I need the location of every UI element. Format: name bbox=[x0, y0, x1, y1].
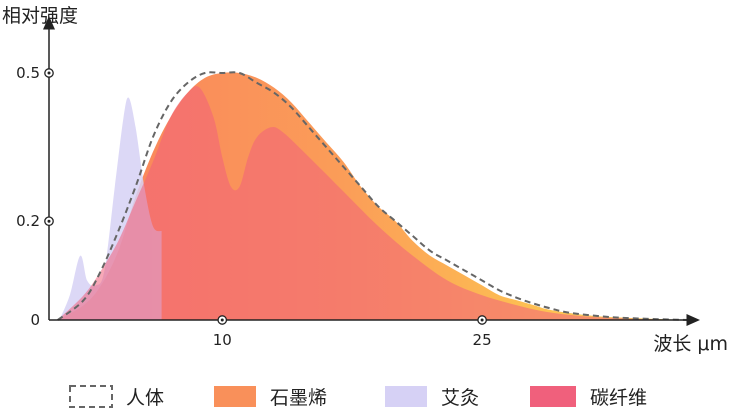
x-tick-dot bbox=[220, 318, 224, 322]
y-tick-dot bbox=[47, 219, 51, 223]
x-axis-title: 波长 μm bbox=[653, 333, 728, 355]
legend-swatch-graphene bbox=[214, 386, 256, 407]
legend-label-carbon: 碳纤维 bbox=[590, 387, 647, 408]
y-tick-label: 0.2 bbox=[16, 212, 40, 230]
legend-label-human: 人体 bbox=[126, 387, 164, 408]
legend: 人体 石墨烯 艾灸 碳纤维 bbox=[69, 385, 647, 408]
y-tick-dot bbox=[47, 71, 51, 75]
plot-areas bbox=[57, 71, 691, 321]
series-area-carbon bbox=[57, 86, 690, 321]
x-tick-label: 25 bbox=[473, 331, 492, 349]
legend-swatch-carbon bbox=[530, 386, 576, 407]
legend-label-graphene: 石墨烯 bbox=[270, 387, 327, 408]
y-tick-label: 0.5 bbox=[16, 64, 40, 82]
y-axis-title: 相对强度 bbox=[2, 5, 78, 27]
tick-layer: 0 0.2 0.5 10 25 bbox=[16, 64, 492, 349]
legend-swatch-human bbox=[69, 385, 113, 408]
legend-label-moxa: 艾灸 bbox=[441, 387, 479, 408]
x-tick-dot bbox=[480, 318, 484, 322]
y-tick-label: 0 bbox=[30, 311, 40, 329]
series-line-human bbox=[57, 71, 691, 321]
x-tick-label: 10 bbox=[213, 331, 232, 349]
legend-swatch-moxa bbox=[385, 386, 427, 407]
